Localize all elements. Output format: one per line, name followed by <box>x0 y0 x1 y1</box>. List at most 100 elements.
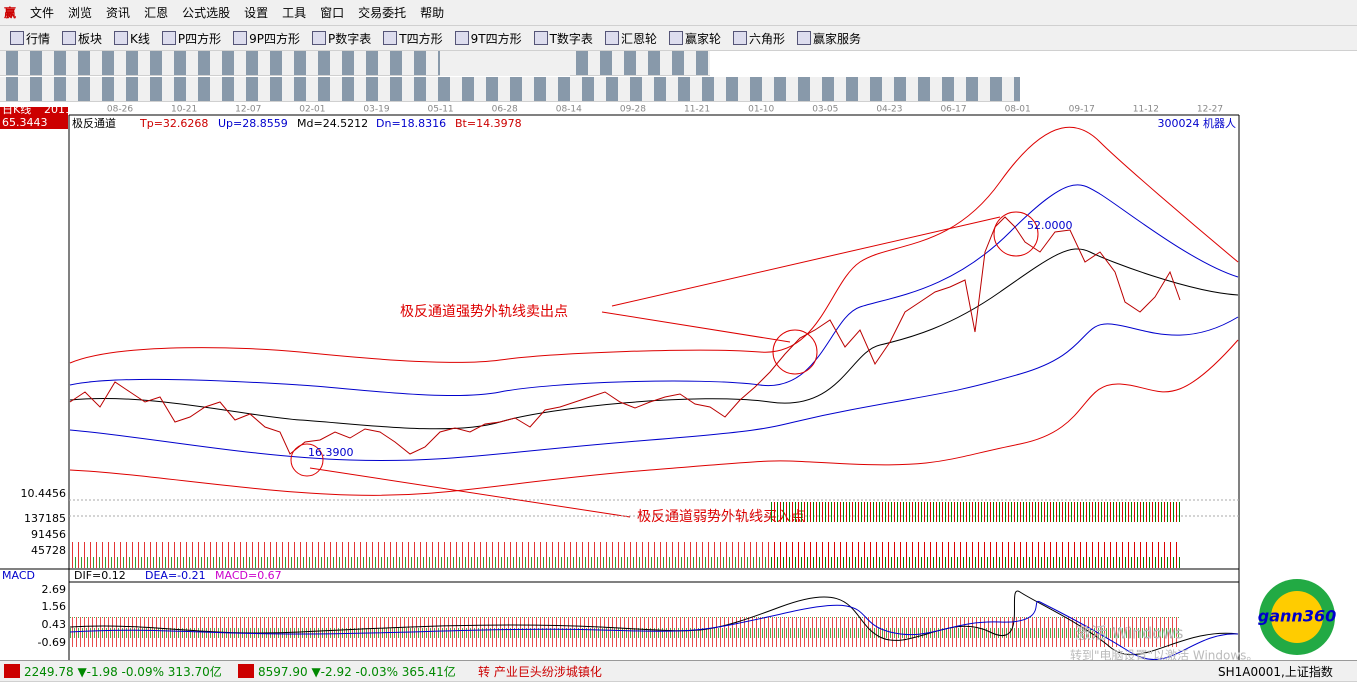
watermark-title: 激活 Windows <box>1075 624 1184 643</box>
toolbar: 行情 板块 K线 P四方形 9P四方形 P数字表 T四方形 9T四方形 T数字表… <box>0 26 1357 51</box>
menu-item[interactable]: 帮助 <box>420 6 445 20</box>
upper-band <box>69 184 1239 397</box>
date-label: 01-10 <box>748 105 774 115</box>
volume-tick: 91456 <box>31 528 66 541</box>
dea-line <box>69 600 1239 660</box>
tool-button[interactable]: 板块 <box>62 30 102 47</box>
tool-button[interactable]: P四方形 <box>161 30 221 47</box>
drawing-toolbar <box>0 51 440 76</box>
date-label: 02-01 <box>299 105 325 115</box>
upper-outer-band <box>69 126 1239 364</box>
lower-band <box>69 316 1239 461</box>
low-label: 10.4456 <box>21 487 67 500</box>
param: Tp=32.6268 <box>139 117 208 130</box>
tool-button[interactable]: P数字表 <box>312 30 371 47</box>
news-ticker[interactable]: 转 产业巨头纷涉城镇化 <box>478 664 602 679</box>
price-bars <box>69 216 1181 455</box>
menu-item[interactable]: 汇恩 <box>144 6 169 20</box>
param: Dn=18.8316 <box>376 117 446 130</box>
tool-button[interactable]: K线 <box>114 30 150 47</box>
date-label: 12-07 <box>235 105 261 115</box>
menu-item[interactable]: 文件 <box>30 6 55 20</box>
chart-area: 日K线 2011-07-12 65.3443 08-26 10-21 12-07 02… <box>0 102 1357 660</box>
macd-param: MACD=0.67 <box>215 569 282 582</box>
param: Bt=14.3978 <box>455 117 522 130</box>
date-label: 12-27 <box>1197 105 1223 115</box>
watermark-hint: 转到"电脑设置"以激活 Windows。 <box>1070 648 1258 661</box>
lower-outer-band <box>69 339 1239 496</box>
app-icon: 赢 <box>4 6 17 20</box>
macd-param: DEA=-0.21 <box>145 569 206 582</box>
tool-button[interactable]: 赢家服务 <box>796 30 861 47</box>
logo: gann360 <box>1258 607 1336 626</box>
tool-button[interactable]: 汇恩轮 <box>604 30 657 47</box>
date-label: 08-01 <box>1005 105 1031 115</box>
date-label: 09-17 <box>1069 105 1095 115</box>
volume-tick: 45728 <box>31 544 66 557</box>
middle-band <box>69 248 1239 430</box>
date-label: 09-28 <box>620 105 646 115</box>
index-code: SH1A0001,上证指数 <box>1218 664 1333 679</box>
period: 日K线 <box>2 102 31 116</box>
status-icon <box>238 664 254 678</box>
menu-item[interactable]: 工具 <box>282 6 307 20</box>
param: Up=28.8559 <box>218 117 288 130</box>
high-circle <box>993 211 1039 257</box>
macd-param: DIF=0.12 <box>74 569 126 582</box>
price-label: 65.3443 <box>2 116 48 129</box>
status-icon <box>4 664 20 678</box>
indicator-name: 极反通道 <box>72 116 116 130</box>
sh-index: 2249.78 ▼-1.98 -0.09% 313.70亿 <box>24 664 222 679</box>
buy-note: 极反通道弱势外轨线买入点 <box>637 509 805 525</box>
volume-tick: 137185 <box>24 512 66 525</box>
file-toolbar <box>570 51 710 76</box>
menu-item[interactable]: 浏览 <box>68 6 93 20</box>
tool-button[interactable]: T数字表 <box>533 30 593 47</box>
menu-item[interactable]: 资讯 <box>106 6 131 20</box>
menu-item[interactable]: 窗口 <box>320 6 345 20</box>
macd-name: MACD <box>2 569 35 582</box>
macd-tick: 1.56 <box>42 600 67 613</box>
logo-globe <box>1271 591 1323 643</box>
tool-button[interactable]: 六角形 <box>732 30 785 47</box>
macd-tick: 0.43 <box>42 618 67 631</box>
current-date: 2011-07-12 <box>44 103 108 116</box>
tool-button[interactable]: 9T四方形 <box>454 30 522 47</box>
stock-name: 300024 机器人 <box>1158 116 1237 130</box>
param: Md=24.5212 <box>297 117 368 130</box>
date-label: 03-05 <box>812 105 838 115</box>
date-label: 08-14 <box>556 105 582 115</box>
tool-button[interactable]: 9P四方形 <box>233 30 300 47</box>
date-label: 06-28 <box>492 105 518 115</box>
date-label: 06-17 <box>940 105 966 115</box>
menu-bar: 赢 文件 浏览 资讯 汇恩 公式选股 设置 工具 窗口 交易委托 帮助 <box>0 0 1357 26</box>
date-label: 08-26 <box>107 105 133 115</box>
menu-item[interactable]: 设置 <box>244 6 269 20</box>
date-label: 05-11 <box>428 105 454 115</box>
date-label: 11-21 <box>684 105 710 115</box>
volume-bars <box>770 502 1180 568</box>
date-label: 04-23 <box>876 105 902 115</box>
indicator-toolbar <box>0 77 1020 102</box>
macd-tick: 2.69 <box>42 583 67 596</box>
tool-button[interactable]: 赢家轮 <box>668 30 721 47</box>
volume-bars <box>70 532 770 568</box>
status-bar: 2249.78 ▼-1.98 -0.09% 313.70亿 8597.90 ▼-… <box>0 660 1357 682</box>
high-marker: 52.0000 <box>1027 219 1073 232</box>
sell-circle <box>772 329 818 375</box>
tool-button[interactable]: 行情 <box>10 30 50 47</box>
tool-button[interactable]: T四方形 <box>383 30 443 47</box>
arrow-line <box>601 311 791 343</box>
macd-tick: -0.69 <box>38 636 66 649</box>
sz-index: 8597.90 ▼-2.92 -0.03% 365.41亿 <box>258 664 456 679</box>
sell-note: 极反通道强势外轨线卖出点 <box>400 304 568 320</box>
menu-item[interactable]: 公式选股 <box>182 6 231 20</box>
menu-item[interactable]: 交易委托 <box>358 6 407 20</box>
date-label: 10-21 <box>171 105 197 115</box>
buy-circle <box>290 443 324 477</box>
date-label: 11-12 <box>1133 105 1159 115</box>
dif-line <box>69 590 1239 656</box>
arrow-line <box>309 467 631 518</box>
low-marker: 16.3900 <box>308 446 354 459</box>
